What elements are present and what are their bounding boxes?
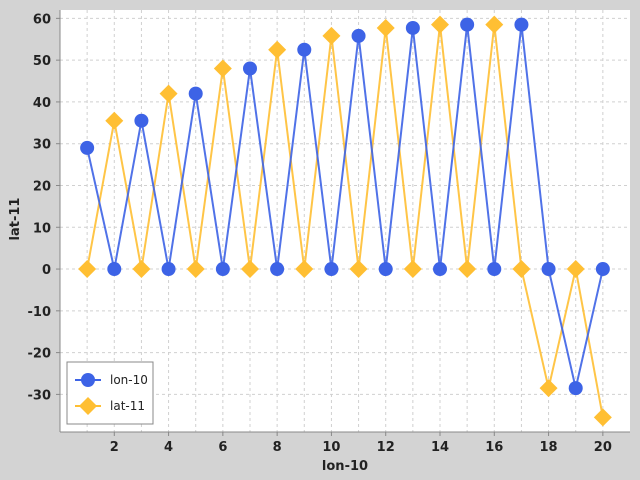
data-point-lat-11 <box>539 379 558 398</box>
data-point-lat-11 <box>213 59 232 78</box>
legend-marker-lat-11 <box>79 397 97 415</box>
y-tick-label: 0 <box>42 263 51 278</box>
y-axis-label: lat-11 <box>8 198 23 241</box>
legend-marker-lon-10 <box>81 373 95 387</box>
x-tick-label: 18 <box>540 440 558 455</box>
x-tick-label: 14 <box>431 440 449 455</box>
data-point-lat-11 <box>322 26 341 45</box>
y-tick-label: -30 <box>28 388 52 403</box>
x-tick-label: 12 <box>377 440 395 455</box>
series-line-lon-10 <box>86 24 604 389</box>
data-point-lat-11 <box>241 260 259 279</box>
data-point-lon-10 <box>134 113 149 128</box>
data-point-lat-11 <box>458 260 477 279</box>
plot-background <box>60 10 630 432</box>
data-point-lon-10 <box>595 262 610 277</box>
y-tick-label: 30 <box>33 138 51 153</box>
legend-box <box>66 361 154 425</box>
data-point-lon-10 <box>433 262 447 277</box>
x-tick-label: 16 <box>485 440 503 455</box>
series-lon-10 <box>80 17 610 396</box>
data-point-lon-10 <box>270 262 285 277</box>
data-point-lat-11 <box>566 260 585 279</box>
data-point-lat-11 <box>593 408 612 427</box>
data-point-lat-11 <box>159 84 178 103</box>
data-point-lat-11 <box>485 15 504 34</box>
data-point-lon-10 <box>243 61 257 76</box>
data-point-lat-11 <box>403 260 422 279</box>
series-layer <box>78 15 612 427</box>
data-point-lon-10 <box>514 17 529 32</box>
data-point-lon-10 <box>107 262 122 277</box>
data-point-lat-11 <box>376 18 395 37</box>
data-point-lon-10 <box>215 262 230 277</box>
data-point-lat-11 <box>132 260 151 279</box>
y-tick-label: 60 <box>33 12 51 27</box>
data-point-lon-10 <box>378 262 393 277</box>
x-tick-label: 6 <box>218 440 227 455</box>
data-point-lon-10 <box>541 262 556 277</box>
data-point-lon-10 <box>324 262 339 277</box>
data-point-lat-11 <box>105 111 124 130</box>
data-point-lon-10 <box>568 381 583 396</box>
x-tick-label: 8 <box>273 440 282 455</box>
y-tick-label: -20 <box>28 347 52 362</box>
y-tick-label: -10 <box>28 305 52 320</box>
data-point-lon-10 <box>351 28 366 43</box>
data-point-lon-10 <box>80 140 95 155</box>
y-ticks: -30 -20 -10 0 10 20 30 40 50 60 <box>28 12 60 403</box>
data-point-lat-11 <box>186 260 205 279</box>
data-point-lat-11 <box>349 260 368 279</box>
data-point-lat-11 <box>512 260 531 279</box>
data-point-lat-11 <box>295 260 314 279</box>
axes <box>59 10 630 433</box>
x-tick-label: 10 <box>322 440 340 455</box>
x-axis-label: lon-10 <box>322 459 368 474</box>
grid <box>60 10 630 432</box>
y-tick-label: 10 <box>33 221 51 236</box>
y-tick-label: 40 <box>33 96 51 111</box>
data-point-lon-10 <box>405 20 420 35</box>
data-point-lon-10 <box>188 86 203 101</box>
data-point-lon-10 <box>460 17 475 32</box>
legend-label-lon-10: lon-10 <box>110 373 148 387</box>
x-tick-label: 20 <box>594 440 612 455</box>
y-tick-label: 20 <box>33 179 51 194</box>
data-point-lat-11 <box>78 260 97 279</box>
legend: lon-10 lat-11 <box>66 361 154 425</box>
x-tick-label: 4 <box>164 440 173 455</box>
data-point-lon-10 <box>297 42 312 57</box>
x-tick-label: 2 <box>110 440 119 455</box>
data-point-lon-10 <box>161 262 176 277</box>
legend-label-lat-11: lat-11 <box>110 399 145 413</box>
x-ticks: 2 4 6 8 10 12 14 16 18 20 <box>110 432 612 455</box>
data-point-lon-10 <box>487 262 502 277</box>
y-tick-label: 50 <box>33 54 51 69</box>
data-point-lat-11 <box>431 15 449 34</box>
data-point-lat-11 <box>268 40 287 59</box>
